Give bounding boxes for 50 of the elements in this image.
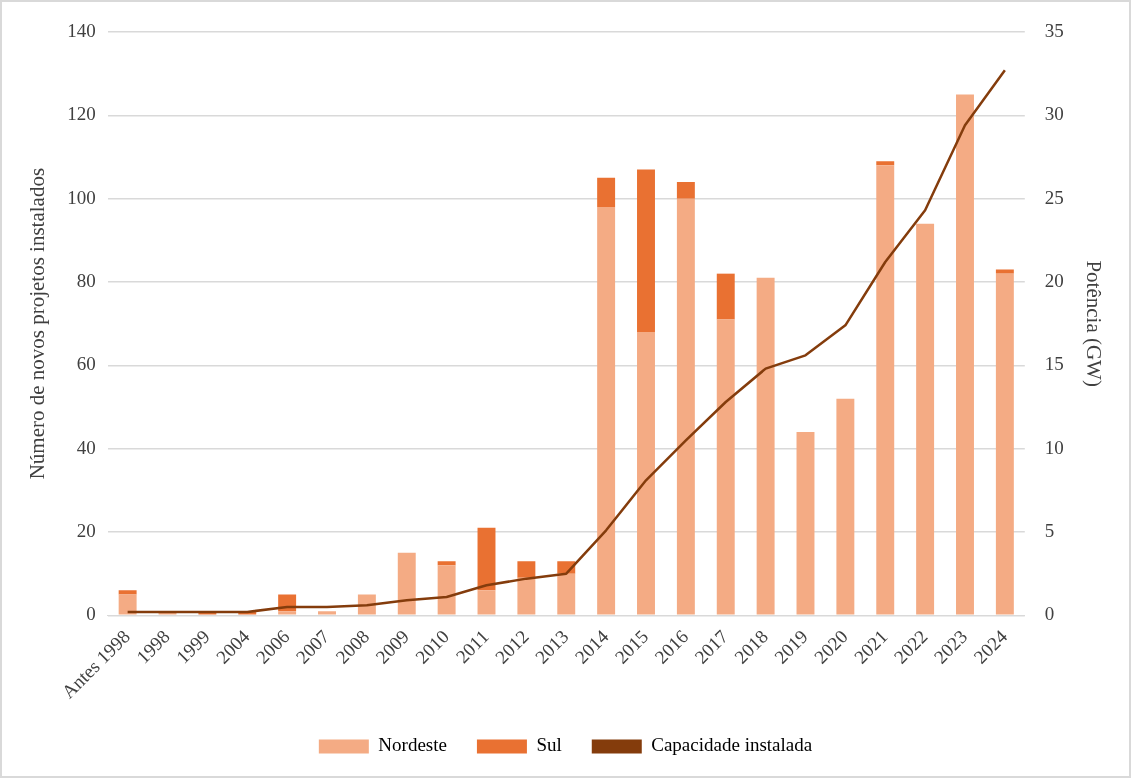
bar (437, 565, 456, 615)
y-tick-label: 80 (76, 269, 96, 291)
bar (397, 552, 416, 615)
legend-label: Sul (536, 734, 562, 756)
y-tick-label: 60 (76, 353, 96, 375)
bar (557, 573, 576, 615)
bar (118, 590, 137, 595)
y-tick-label: 120 (67, 103, 96, 125)
bar (597, 206, 616, 615)
bar (676, 198, 695, 615)
bar (637, 169, 655, 332)
bar (876, 165, 895, 615)
bar (517, 561, 536, 578)
bar (716, 319, 735, 615)
bar (916, 223, 935, 615)
bar (995, 269, 1014, 274)
bar (637, 331, 655, 615)
bar (836, 398, 855, 615)
bar (676, 181, 695, 199)
y-tick-label: 100 (67, 186, 96, 208)
y2-tick-label: 0 (1044, 603, 1055, 625)
y-tick-label: 140 (67, 19, 96, 41)
y2-tick-label: 10 (1044, 436, 1064, 458)
bar (956, 94, 974, 615)
legend-label: Nordeste (378, 734, 447, 756)
bar (716, 273, 735, 320)
bar (995, 273, 1014, 615)
y-tick-label: 0 (86, 603, 96, 625)
bar (318, 611, 336, 615)
bar (118, 594, 137, 615)
bar (597, 177, 616, 207)
bar (517, 577, 536, 615)
bar (477, 590, 496, 615)
bar (437, 561, 456, 566)
y2-tick-label: 5 (1044, 519, 1055, 541)
y-tick-label: 40 (76, 436, 96, 458)
bar (796, 431, 815, 615)
bar (278, 611, 297, 615)
legend-label: Capacidade instalada (651, 734, 813, 756)
y2-tick-label: 20 (1044, 269, 1064, 291)
y-axis-title: Número de novos projetos instalados (25, 167, 50, 480)
y2-axis-title: Potência (GW) (1081, 260, 1106, 387)
y2-tick-label: 15 (1044, 353, 1064, 375)
bar (477, 527, 496, 591)
y2-tick-label: 30 (1044, 103, 1064, 125)
bar (756, 277, 775, 615)
y2-tick-label: 25 (1044, 186, 1064, 208)
y-tick-label: 20 (76, 519, 96, 541)
bar (876, 161, 895, 166)
y2-tick-label: 35 (1044, 19, 1064, 41)
